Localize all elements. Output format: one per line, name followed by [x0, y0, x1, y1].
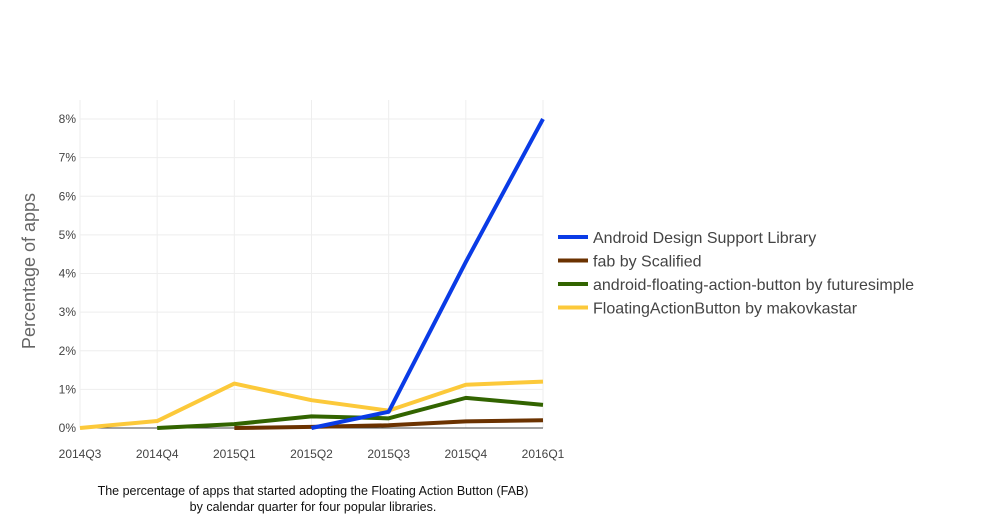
legend-label: Android Design Support Library [593, 230, 816, 247]
y-tick-label: 6% [59, 189, 77, 203]
x-axis-ticks: 2014Q3 2014Q4 2015Q1 2015Q2 2015Q3 2015Q4 2016… [59, 447, 565, 461]
y-tick-label: 5% [59, 228, 77, 242]
chart-caption: The percentage of apps that started adop… [50, 483, 576, 515]
y-tick-label: 1% [59, 382, 77, 396]
legend-label: fab by Scalified [593, 254, 702, 271]
y-axis-ticks: 0% 1% 2% 3% 4% 5% 6% 7% 8% [59, 112, 77, 435]
legend-label: FloatingActionButton by makovkastar [593, 301, 858, 318]
x-tick-label: 2014Q4 [136, 447, 179, 461]
y-tick-label: 7% [59, 151, 77, 165]
series-line [234, 418, 544, 430]
caption-line-1: The percentage of apps that started adop… [97, 484, 529, 498]
y-tick-label: 3% [59, 305, 77, 319]
x-tick-label: 2015Q1 [213, 447, 256, 461]
x-tick-label: 2015Q4 [444, 447, 487, 461]
y-tick-label: 4% [59, 267, 77, 281]
y-axis-label: Percentage of apps [19, 193, 39, 349]
series-lines [79, 118, 545, 430]
legend-label: android-floating-action-button by future… [593, 277, 914, 294]
series-line [79, 379, 544, 430]
y-tick-label: 0% [59, 421, 77, 435]
series-line [311, 118, 545, 430]
y-tick-label: 2% [59, 344, 77, 358]
x-tick-label: 2016Q1 [522, 447, 565, 461]
x-tick-label: 2015Q3 [367, 447, 410, 461]
legend: Android Design Support Library fab by Sca… [558, 230, 914, 318]
x-tick-label: 2015Q2 [290, 447, 333, 461]
y-tick-label: 8% [59, 112, 77, 126]
x-tick-label: 2014Q3 [59, 447, 102, 461]
series-line [157, 395, 544, 430]
caption-line-2: by calendar quarter for four popular lib… [189, 500, 437, 514]
grid [79, 100, 544, 429]
